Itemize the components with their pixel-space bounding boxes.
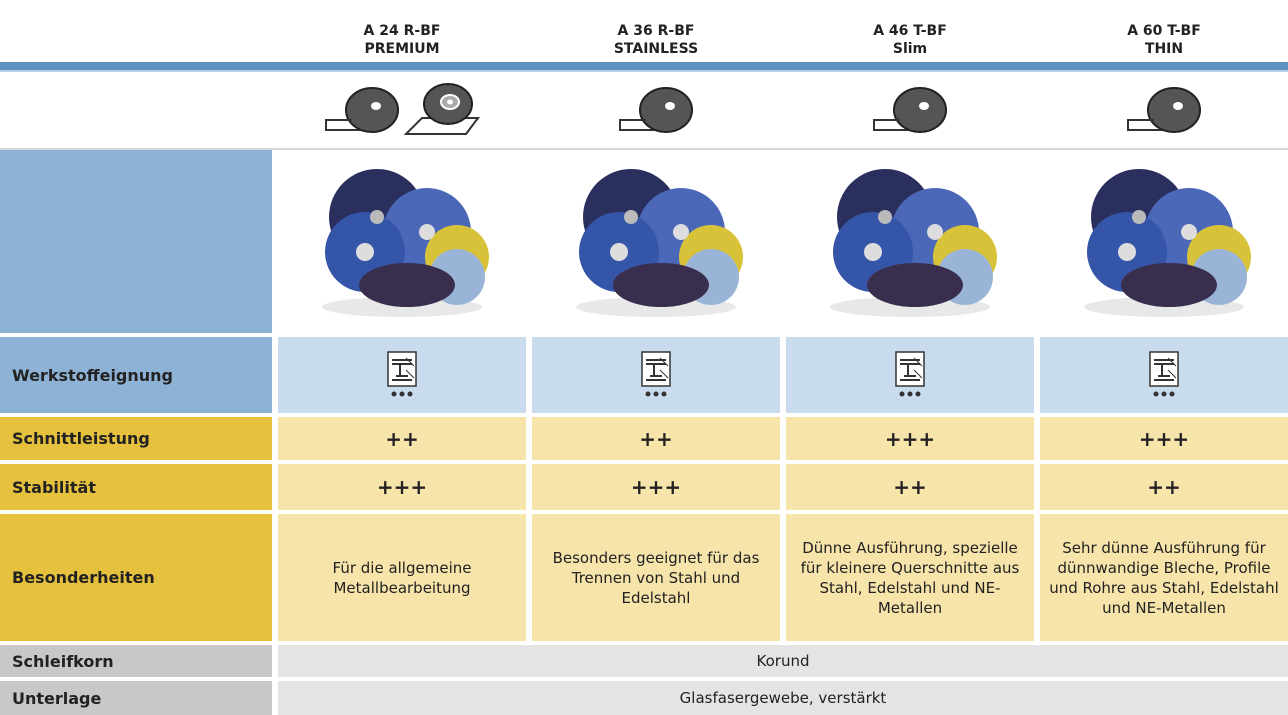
row: Schleifkorn Korund (0, 645, 1288, 677)
rating: +++ (786, 417, 1034, 460)
product-variant: THIN (1144, 41, 1184, 57)
steel-icon (895, 351, 925, 397)
row: Werkstoffeignung (0, 337, 1288, 413)
discs-photo (1084, 168, 1251, 317)
row-label: Unterlage (0, 681, 272, 715)
product-variant: PREMIUM (364, 41, 440, 57)
empty (0, 0, 272, 62)
row: Schnittleistung ++ ++ +++ +++ (0, 417, 1288, 460)
wheel-icon (873, 87, 947, 133)
row-label: Schleifkorn (0, 645, 272, 677)
feature-text: Besonders geeignet für das Trennen von S… (532, 514, 780, 641)
wheel-icon (325, 87, 399, 133)
discs-photo (830, 168, 997, 317)
product-header: A 36 R-BF STAINLESS (532, 0, 780, 62)
rating: ++ (532, 417, 780, 460)
product-code: A 60 T-BF (1127, 23, 1201, 39)
product-variant: STAINLESS (613, 41, 699, 57)
discs-photo (322, 168, 489, 317)
steel-icon (1149, 351, 1179, 397)
wheel-icon (619, 87, 693, 133)
product-code: A 36 R-BF (617, 23, 695, 39)
material-icon (278, 337, 526, 413)
product-image (278, 150, 526, 333)
material-icon (1040, 337, 1288, 413)
feature-text: Für die allgemeine Metallbearbeitung (278, 514, 526, 641)
feature-text: Dünne Ausführung, spezielle für kleinere… (786, 514, 1034, 641)
rating: ++ (786, 464, 1034, 510)
product-code: A 46 T-BF (873, 23, 947, 39)
row-label: Stabilität (0, 464, 272, 510)
rating: +++ (532, 464, 780, 510)
row: Stabilität +++ +++ ++ ++ (0, 464, 1288, 510)
flat-wheel-icon (403, 83, 480, 135)
wheel-icon (1127, 87, 1201, 133)
image-row (0, 150, 1288, 333)
feature-text: Sehr dünne Ausführung für dünnwandige Bl… (1040, 514, 1288, 641)
row-label: Schnittleistung (0, 417, 272, 460)
empty (0, 72, 272, 148)
discs-photo (576, 168, 743, 317)
usage-icons (786, 72, 1034, 148)
product-header: A 60 T-BF THIN (1040, 0, 1288, 62)
material-icon (786, 337, 1034, 413)
product-image (1040, 150, 1288, 333)
product-code: A 24 R-BF (363, 23, 441, 39)
rating: ++ (278, 417, 526, 460)
shared-value: Glasfasergewebe, verstärkt (278, 681, 1288, 715)
steel-icon (641, 351, 671, 397)
product-image (786, 150, 1034, 333)
steel-icon (387, 351, 417, 397)
row: Unterlage Glasfasergewebe, verstärkt (0, 681, 1288, 715)
shared-value: Korund (278, 645, 1288, 677)
product-variant: Slim (892, 41, 928, 57)
usage-icons (278, 72, 526, 148)
product-image (532, 150, 780, 333)
usage-icons (1040, 72, 1288, 148)
rating: ++ (1040, 464, 1288, 510)
rating: +++ (1040, 417, 1288, 460)
rating: +++ (278, 464, 526, 510)
icon-row (0, 72, 1288, 150)
usage-icons (532, 72, 780, 148)
product-header: A 24 R-BF PREMIUM (278, 0, 526, 62)
row: Besonderheiten Für die allgemeine Metall… (0, 514, 1288, 641)
row-label: Werkstoffeignung (0, 337, 272, 413)
product-header: A 46 T-BF Slim (786, 0, 1034, 62)
header-row: A 24 R-BF PREMIUM A 36 R-BF STAINLESS A 46… (0, 0, 1288, 62)
material-icon (532, 337, 780, 413)
label-cell (0, 150, 272, 333)
row-label: Besonderheiten (0, 514, 272, 641)
header-bar (0, 62, 1288, 72)
